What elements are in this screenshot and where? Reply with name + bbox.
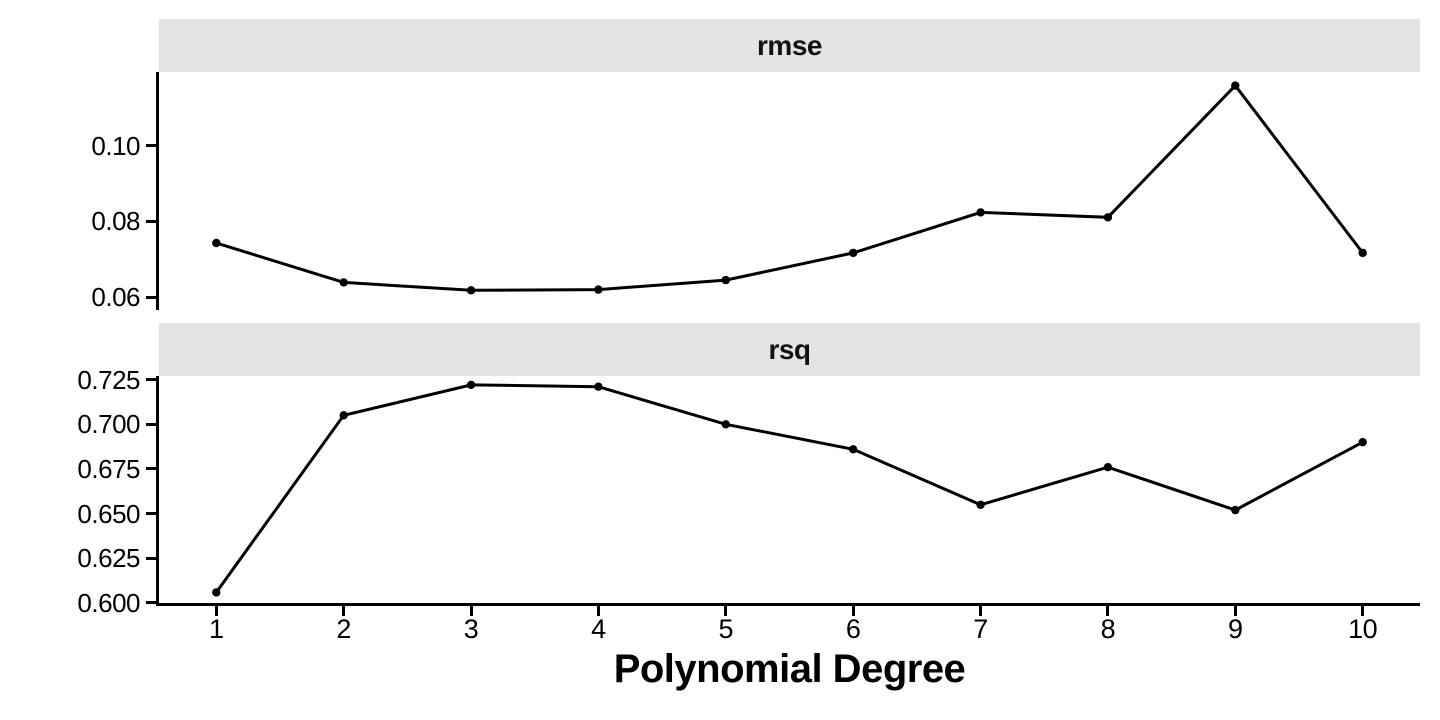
series-plot-rmse [212,81,1367,295]
y-tick-rmse-0.10 [146,144,156,148]
y-tick-rsq-0.625 [146,556,156,560]
y-tick-label-rsq-0.675: 0.675 [77,453,140,484]
x-tick-3 [469,606,473,616]
y-tick-label-rmse-0.08: 0.08 [91,206,140,237]
data-point-rmse-2 [339,278,348,287]
data-point-rsq-9 [1231,505,1240,515]
y-tick-rsq-0.600 [146,601,156,604]
data-point-rmse-9 [1231,81,1240,90]
facet-strip-rmse: rmse [159,19,1420,72]
x-tick-label-8: 8 [1100,614,1116,644]
x-tick-label-4: 4 [591,614,606,644]
data-point-rmse-7 [976,208,985,217]
data-point-rmse-8 [1103,213,1113,222]
data-point-rmse-1 [212,238,221,248]
data-point-rsq-2 [339,411,348,420]
data-point-rmse-6 [849,248,858,258]
x-tick-2 [342,606,346,616]
y-tick-rsq-0.700 [146,422,156,426]
y-tick-rsq-0.675 [146,467,156,471]
y-tick-rsq-0.725 [146,378,156,382]
x-tick-label-10: 10 [1348,614,1378,644]
data-point-rmse-5 [721,275,730,285]
data-point-rmse-10 [1358,248,1367,258]
y-tick-label-rsq-0.600: 0.600 [77,587,140,618]
data-point-rsq-4 [594,382,603,391]
data-point-rmse-4 [594,285,603,294]
panel-rsq [159,376,1420,604]
x-tick-label-5: 5 [718,614,734,644]
data-point-rmse-3 [466,286,476,295]
data-point-rsq-5 [721,420,730,429]
y-axis-line-rsq [156,376,159,604]
x-tick-8 [1106,606,1110,616]
data-point-rsq-6 [849,445,858,454]
x-tick-7 [979,606,983,616]
facet-strip-rsq: rsq [159,323,1420,376]
x-tick-5 [724,606,728,616]
y-tick-label-rmse-0.10: 0.10 [91,130,140,161]
x-tick-label-6: 6 [845,614,861,644]
x-tick-label-9: 9 [1228,614,1243,644]
x-tick-6 [851,606,855,616]
facet-label-rsq: rsq [768,333,811,365]
panel-rmse [159,72,1420,310]
y-tick-label-rsq-0.700: 0.700 [77,409,140,440]
y-tick-rsq-0.650 [146,512,156,516]
data-point-rsq-8 [1103,463,1113,472]
x-tick-4 [596,606,600,616]
facet-label-rmse: rmse [757,29,822,61]
line-series-rsq [215,383,1364,594]
series-plot-rsq [212,380,1367,597]
y-tick-label-rsq-0.725: 0.725 [77,364,140,395]
data-point-rsq-10 [1358,438,1367,447]
x-tick-label-1: 1 [209,614,224,644]
line-series-rmse [215,83,1364,292]
x-tick-label-2: 2 [336,614,351,644]
x-axis-line [156,603,1420,606]
data-point-rsq-3 [466,380,476,390]
x-tick-10 [1361,606,1365,616]
x-tick-1 [214,606,218,616]
x-tick-label-7: 7 [973,614,988,644]
y-tick-rmse-0.06 [146,295,156,299]
data-point-rsq-1 [212,588,221,597]
y-tick-rmse-0.08 [146,219,156,223]
x-tick-9 [1233,606,1237,616]
y-axis-line-rmse [156,72,159,310]
x-tick-label-3: 3 [463,614,479,644]
y-tick-label-rmse-0.06: 0.06 [91,282,140,313]
data-point-rsq-7 [976,500,985,509]
y-tick-label-rsq-0.625: 0.625 [77,543,140,574]
y-tick-label-rsq-0.650: 0.650 [77,498,140,529]
x-axis-title: Polynomial Degree [613,647,966,691]
